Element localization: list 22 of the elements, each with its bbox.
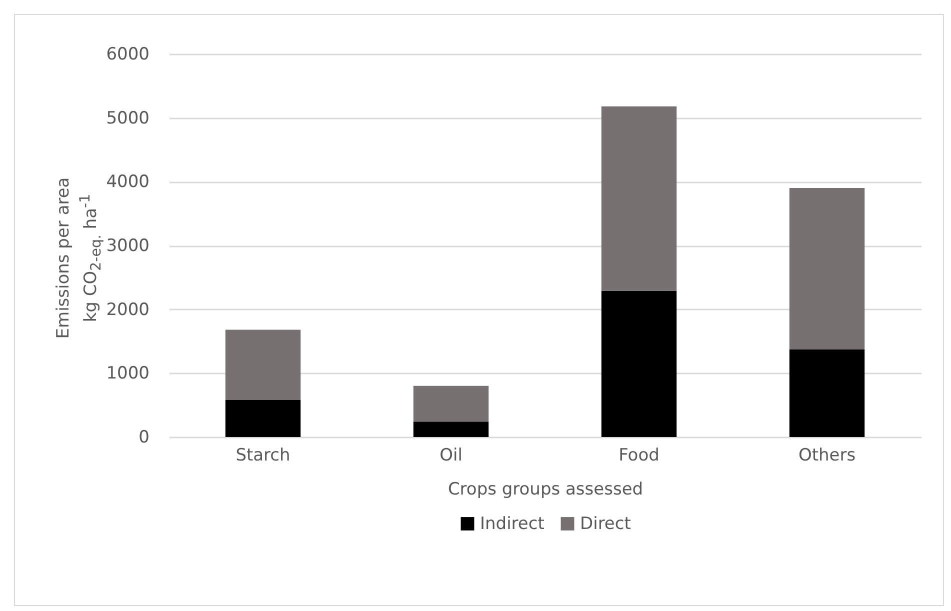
- bar: [413, 386, 489, 422]
- bar: [601, 106, 677, 291]
- x-tick-label: Oil: [440, 446, 462, 466]
- bar: [789, 350, 865, 437]
- y-tick-label: 2000: [106, 300, 150, 320]
- legend-label: Direct: [580, 514, 632, 534]
- y-tick-label: 5000: [106, 108, 150, 128]
- bar: [225, 400, 301, 437]
- x-tick-label: Food: [618, 446, 660, 466]
- bar: [789, 188, 865, 350]
- x-tick-label: Starch: [236, 446, 290, 466]
- y-tick-label: 3000: [106, 236, 150, 256]
- y-tick-label: 1000: [106, 364, 150, 384]
- bar: [601, 290, 677, 437]
- legend-label: Indirect: [480, 514, 545, 534]
- y-tick-label: 6000: [106, 44, 150, 64]
- x-axis-title: Crops groups assessed: [448, 480, 644, 500]
- bar: [225, 330, 301, 400]
- bar: [413, 422, 489, 437]
- y-tick-label: 4000: [106, 172, 150, 192]
- y-tick-label: 0: [138, 428, 150, 448]
- x-tick-label: Others: [798, 446, 856, 466]
